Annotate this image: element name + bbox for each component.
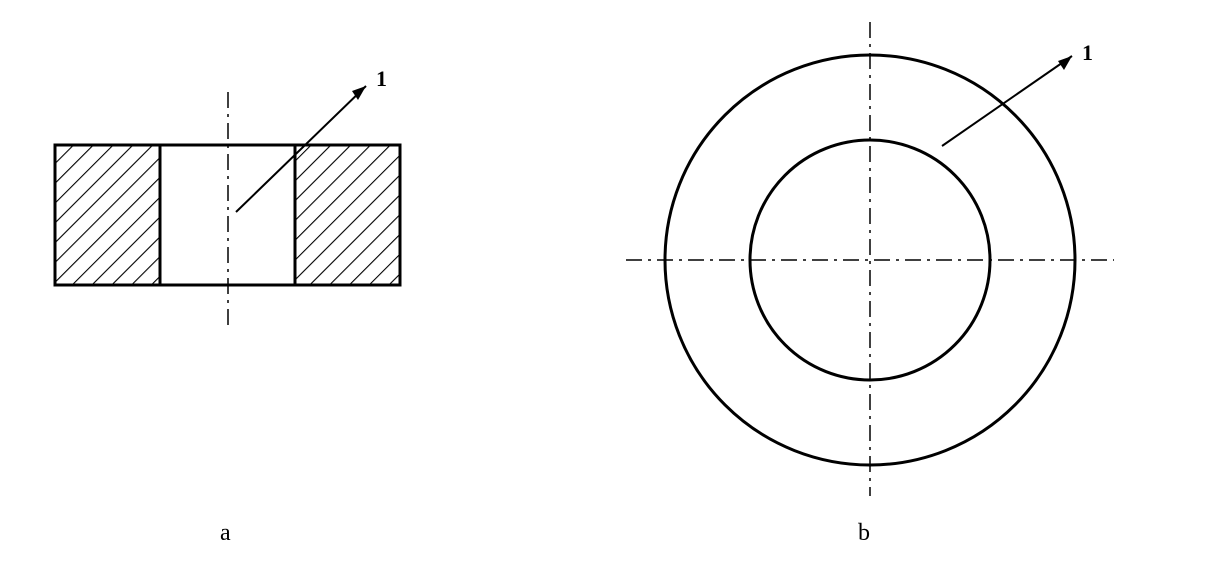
- front-view-b: [0, 0, 1226, 587]
- callout-1-a: 1: [376, 66, 387, 92]
- view-label-a: a: [220, 520, 231, 547]
- leader-arrow-b: [942, 56, 1072, 146]
- callout-1-b: 1: [1082, 40, 1093, 66]
- view-label-b: b: [858, 520, 870, 547]
